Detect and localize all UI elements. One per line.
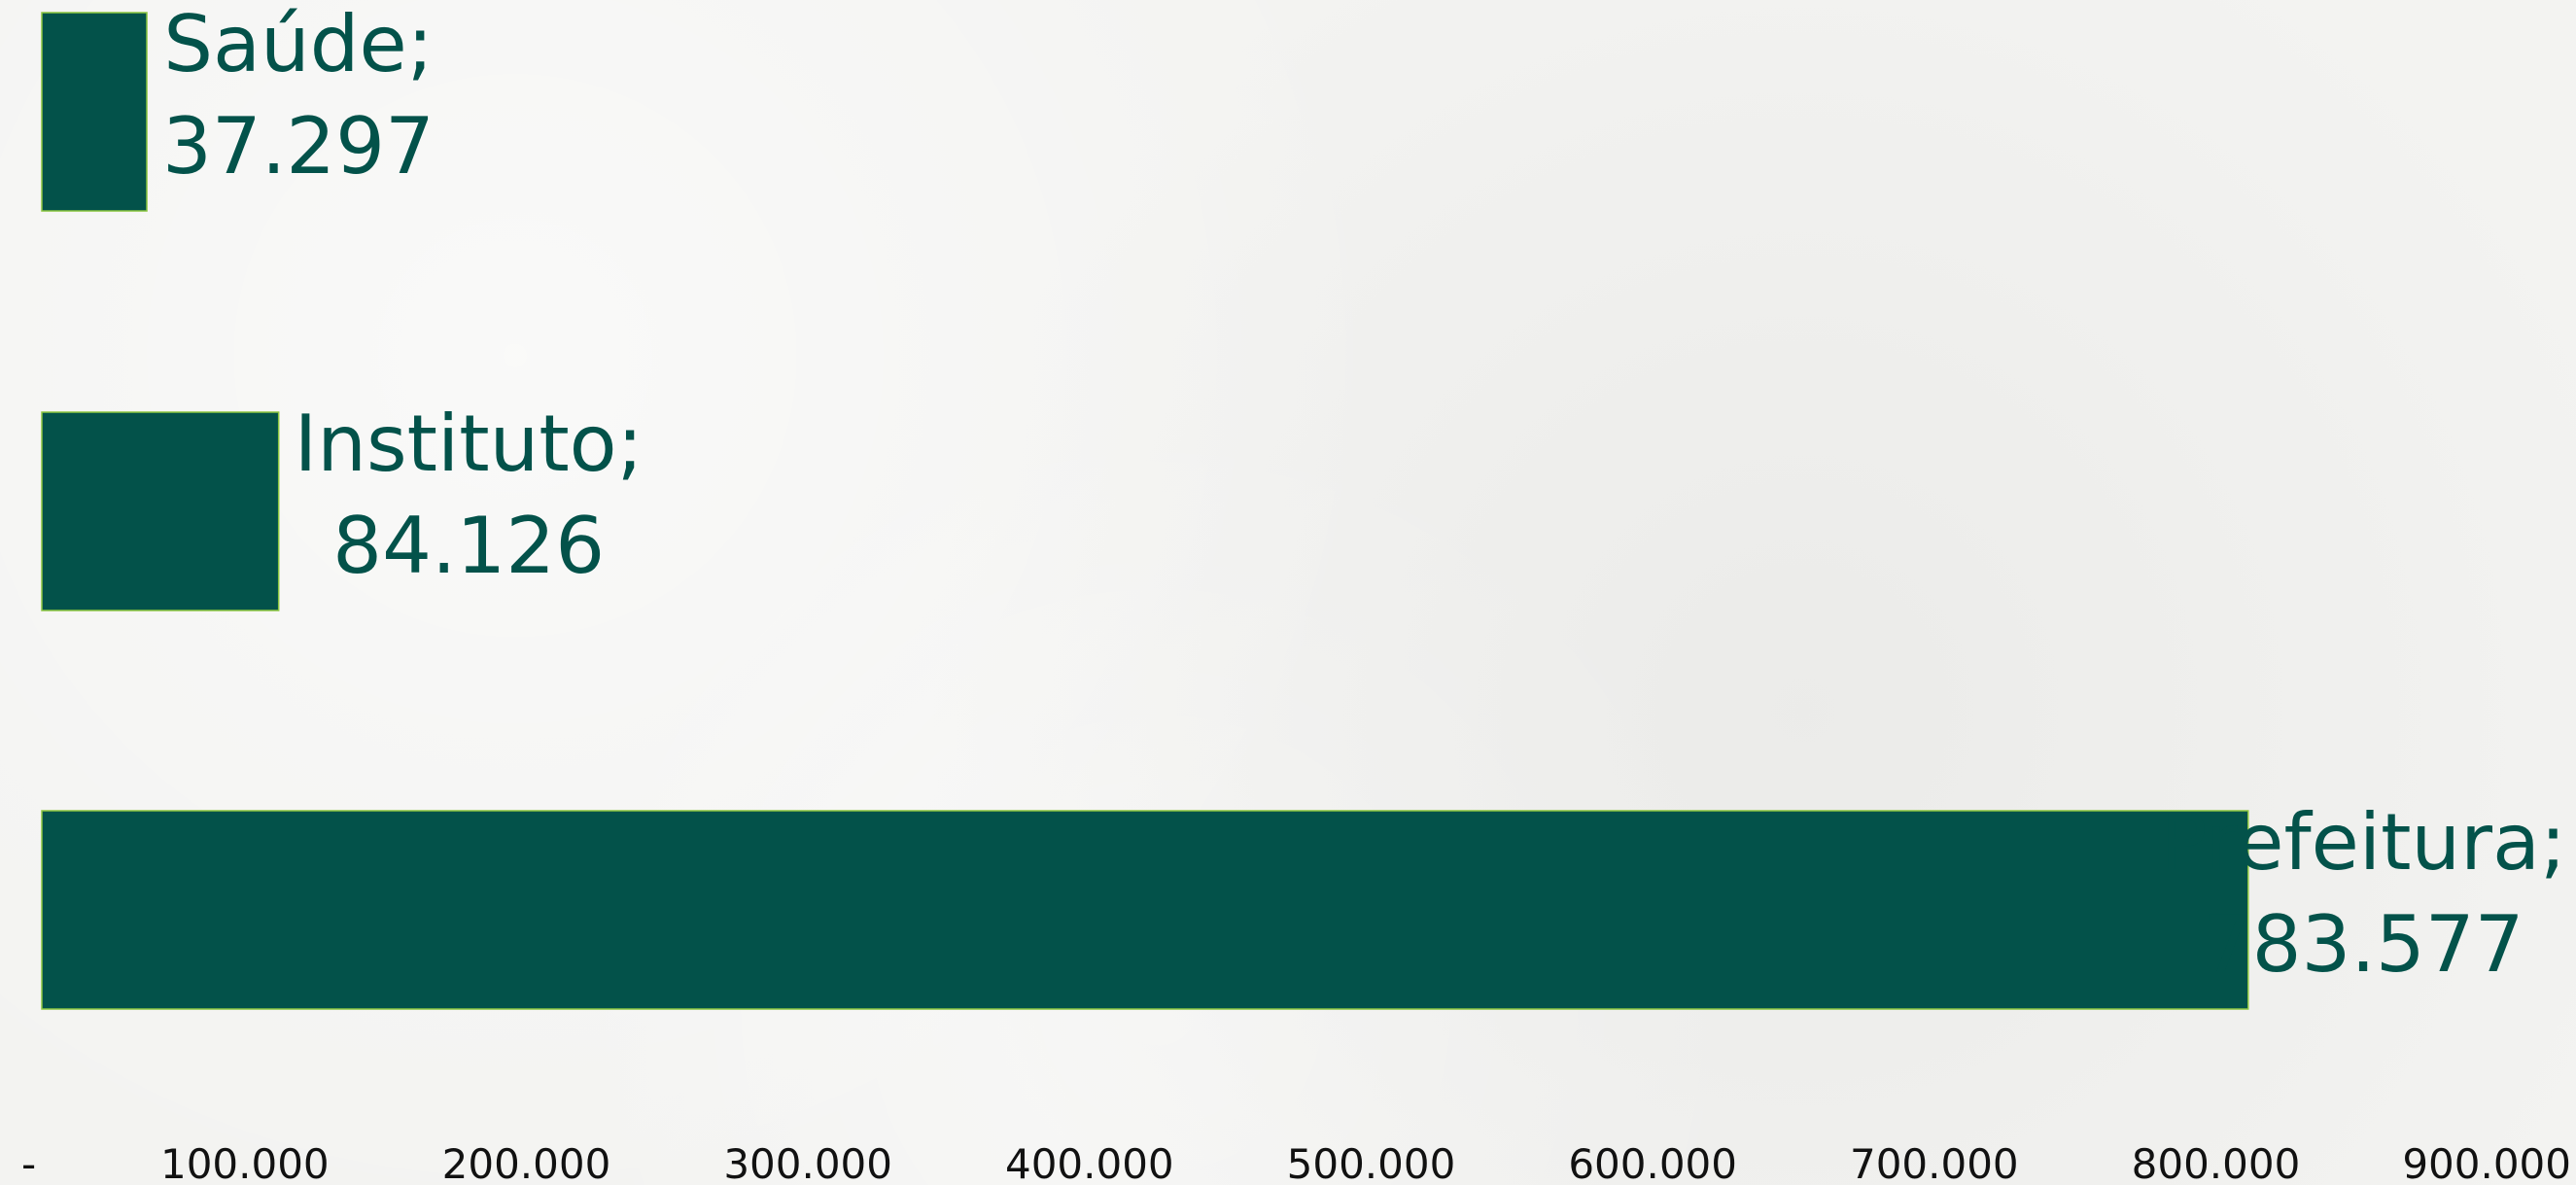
x-tick-label-9: 900.000 [2402,1140,2571,1185]
data-label-category-instituto: Instituto; [295,399,644,489]
x-tick-label-2: 200.000 [442,1140,611,1185]
x-tick-label-4: 400.000 [1005,1140,1174,1185]
x-tick-label-3: 300.000 [723,1140,892,1185]
data-label-value-saude: 37.297 [162,101,435,192]
x-tick-label-7: 700.000 [1850,1140,2019,1185]
x-tick-label-5: 500.000 [1287,1140,1456,1185]
bar-prefeitura [41,810,2249,1010]
bars-group [41,12,2249,1010]
x-tick-label-1: 100.000 [160,1140,330,1185]
data-label-value-prefeitura: 783.577 [2203,899,2524,990]
x-axis-ticks-group: - 100.000 200.000 300.000 400.000 500.000 600.… [21,1140,2571,1185]
bar-saude [41,12,148,212]
bar-instituto [41,411,280,611]
x-tick-label-6: 600.000 [1568,1140,1737,1185]
x-tick-label-8: 800.000 [2132,1140,2301,1185]
data-label-value-instituto: 84.126 [332,501,605,591]
data-label-category-prefeitura: Prefeitura; [2160,797,2566,888]
data-label-category-saude: Saúde; [163,0,433,89]
x-tick-label-0: - [21,1140,36,1185]
data-labels-group: Saúde; 37.297 Instituto; 84.126 Prefeitura; 7… [162,0,2566,990]
